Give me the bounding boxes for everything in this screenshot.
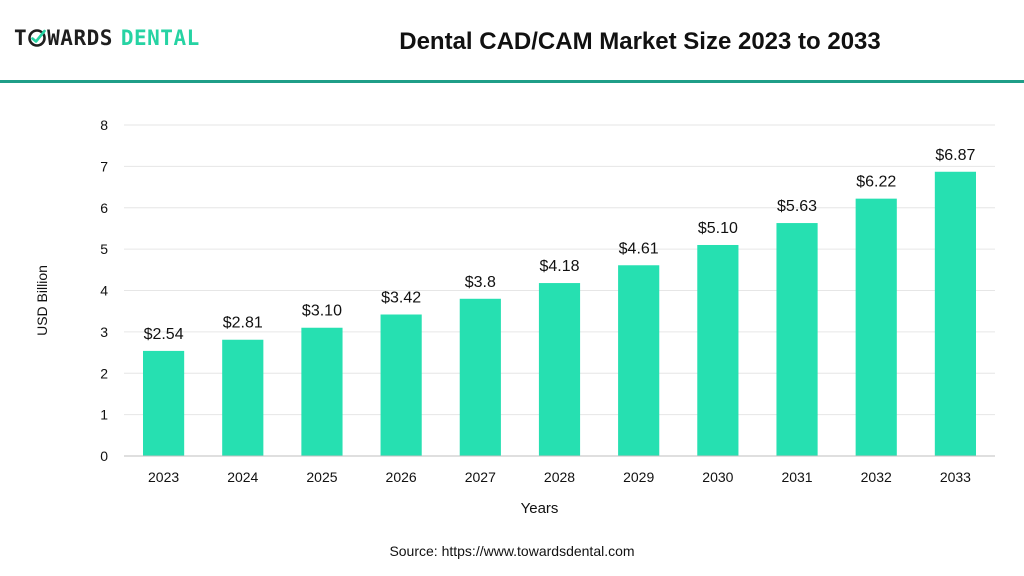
x-tick-label: 2026 xyxy=(386,469,417,485)
y-tick-label: 1 xyxy=(100,407,108,423)
data-label: $4.18 xyxy=(539,258,579,275)
logo-text-t: T xyxy=(14,26,28,50)
y-tick-label: 0 xyxy=(100,448,108,464)
bar xyxy=(538,283,581,456)
bar xyxy=(301,327,343,456)
header-divider xyxy=(0,80,1024,83)
bar xyxy=(776,223,818,456)
y-tick-label: 3 xyxy=(100,324,108,340)
y-tick-label: 5 xyxy=(100,241,108,257)
tooth-check-icon xyxy=(28,29,46,47)
data-label: $3.8 xyxy=(465,274,496,291)
x-tick-label: 2033 xyxy=(940,469,971,485)
chart-title: Dental CAD/CAM Market Size 2023 to 2033 xyxy=(399,28,881,55)
x-tick-label: 2031 xyxy=(781,469,812,485)
x-tick-label: 2028 xyxy=(544,469,575,485)
x-tick-label: 2030 xyxy=(702,469,733,485)
bar xyxy=(618,265,660,456)
logo-text-wards: WARDS xyxy=(47,26,113,50)
data-label: $2.81 xyxy=(223,315,263,332)
header: T WARDS DENTAL Dental CAD/CAM Market Siz… xyxy=(0,0,1024,84)
bar xyxy=(222,339,264,456)
logo-text-dental: DENTAL xyxy=(120,26,200,50)
y-axis-title: USD Billion xyxy=(34,265,50,336)
data-label: $4.61 xyxy=(619,240,659,257)
brand-logo: T WARDS DENTAL xyxy=(14,26,200,50)
y-tick-label: 8 xyxy=(100,117,108,133)
data-label: $2.54 xyxy=(144,326,184,343)
x-tick-label: 2032 xyxy=(861,469,892,485)
y-tick-label: 7 xyxy=(100,158,108,174)
bar xyxy=(459,298,501,456)
data-label: $6.22 xyxy=(856,174,896,191)
y-tick-label: 4 xyxy=(100,283,108,299)
x-tick-label: 2024 xyxy=(227,469,258,485)
x-tick-label: 2029 xyxy=(623,469,654,485)
x-tick-label: 2027 xyxy=(465,469,496,485)
data-label: $5.63 xyxy=(777,198,817,215)
data-label: $6.87 xyxy=(935,147,975,164)
x-tick-label: 2023 xyxy=(148,469,179,485)
y-tick-label: 6 xyxy=(100,200,108,216)
bar xyxy=(697,244,739,456)
bar xyxy=(934,171,976,456)
source-note: Source: https://www.towardsdental.com xyxy=(389,543,635,559)
bar xyxy=(855,198,897,456)
data-label: $3.42 xyxy=(381,289,421,306)
data-label: $3.10 xyxy=(302,303,342,320)
data-label: $5.10 xyxy=(698,220,738,237)
y-tick-label: 2 xyxy=(100,365,108,381)
bar xyxy=(143,350,185,456)
x-axis-title: Years xyxy=(521,500,559,517)
bar xyxy=(380,314,422,456)
x-tick-label: 2025 xyxy=(306,469,337,485)
